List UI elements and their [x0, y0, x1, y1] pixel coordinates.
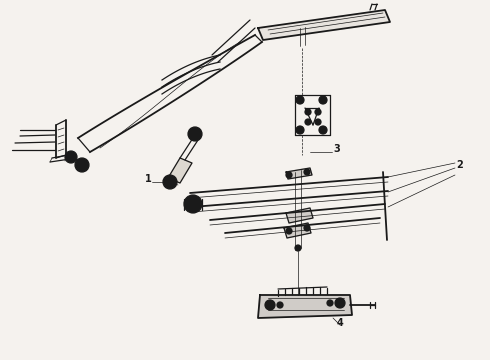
Circle shape	[327, 300, 333, 306]
Circle shape	[167, 179, 173, 185]
Circle shape	[188, 127, 202, 141]
Circle shape	[286, 172, 292, 178]
Circle shape	[79, 162, 85, 168]
Circle shape	[184, 195, 202, 213]
Circle shape	[304, 225, 310, 231]
Circle shape	[319, 126, 327, 134]
Circle shape	[65, 151, 77, 163]
Circle shape	[296, 126, 304, 134]
Polygon shape	[284, 223, 311, 238]
Text: 3: 3	[333, 144, 340, 154]
Circle shape	[68, 154, 74, 160]
Circle shape	[296, 96, 304, 104]
Circle shape	[335, 298, 345, 308]
Polygon shape	[168, 158, 192, 183]
Text: 2: 2	[456, 160, 463, 170]
Polygon shape	[286, 208, 313, 223]
Text: 4: 4	[337, 318, 344, 328]
Circle shape	[75, 158, 89, 172]
Polygon shape	[286, 168, 312, 179]
Circle shape	[295, 245, 301, 251]
Circle shape	[163, 175, 177, 189]
Circle shape	[315, 119, 321, 125]
Circle shape	[305, 109, 311, 115]
Circle shape	[319, 96, 327, 104]
Circle shape	[315, 109, 321, 115]
Circle shape	[286, 228, 292, 234]
Circle shape	[304, 169, 310, 175]
Text: 1: 1	[145, 174, 152, 184]
Circle shape	[265, 300, 275, 310]
Circle shape	[277, 302, 283, 308]
Polygon shape	[258, 10, 390, 40]
Circle shape	[305, 119, 311, 125]
Circle shape	[192, 131, 198, 137]
Polygon shape	[258, 295, 352, 318]
